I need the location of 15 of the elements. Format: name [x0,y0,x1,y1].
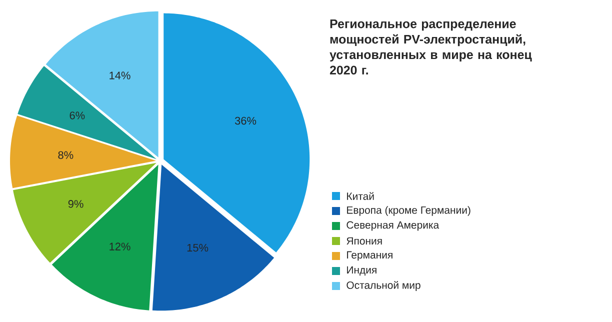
data-label: 12% [110,242,130,250]
legend-label: Германия [347,251,392,261]
legend-label: Остальной мир [346,281,420,291]
data-label: 8% [58,151,74,159]
data-label: 15% [187,244,208,252]
legend-label: Европа (кроме Германии) [347,206,470,216]
legend-label: Северная Америка [346,221,440,231]
data-label: 6% [70,112,85,120]
legend-label: Япония [346,237,382,245]
text: Региональное распределение мощностей PV-электростанций, установленных в мире на конец 2020 г. [330,20,532,75]
data-label: 9% [68,200,84,208]
legend-label: Китай [347,192,374,200]
data-label: 14% [110,72,130,80]
data-label: 36% [234,116,256,125]
legend-label: Индия [347,266,376,276]
